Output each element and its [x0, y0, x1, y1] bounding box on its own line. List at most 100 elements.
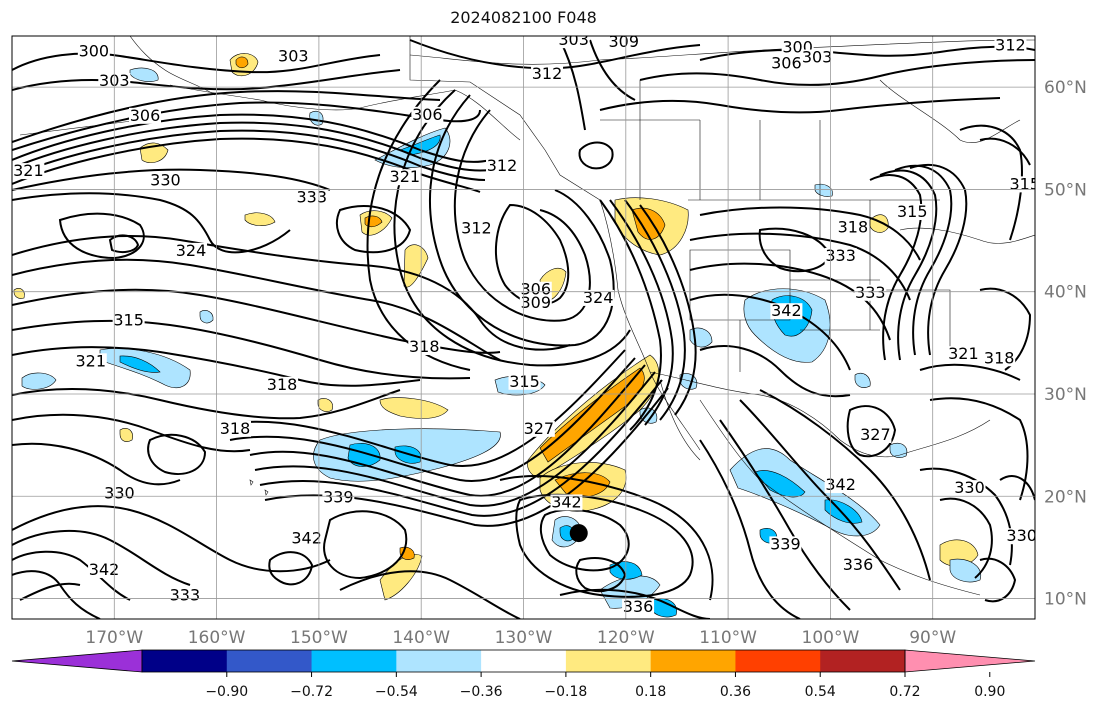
shade-negative — [854, 372, 871, 388]
contour-label: 330 — [1006, 526, 1037, 545]
contour-label-bg — [508, 373, 541, 390]
contour-label-bg — [103, 485, 136, 502]
contour-line — [939, 497, 993, 579]
contour-line — [12, 413, 251, 453]
contour-label-bg — [769, 536, 802, 553]
colorbar-segment — [735, 650, 821, 672]
contour-line — [599, 199, 662, 431]
colorbar-outline — [141, 649, 906, 673]
contour-line — [699, 206, 921, 261]
contour-label-bg — [622, 598, 655, 615]
contour-label: 327 — [524, 419, 555, 438]
us-mexico-border — [649, 371, 841, 441]
contour-line — [12, 530, 191, 586]
contour-line — [494, 203, 570, 306]
colorbar-tick-label: 0.90 — [974, 684, 1005, 700]
contour-label: 312 — [487, 156, 518, 175]
shade-negative — [949, 558, 982, 583]
shade-positive — [939, 539, 979, 567]
contour-line — [846, 405, 897, 458]
contour-line — [259, 379, 663, 517]
contour-line — [689, 232, 911, 301]
contour-label: 318 — [220, 419, 251, 438]
contour-label-bg — [266, 376, 299, 393]
contour-label-bg — [149, 172, 182, 189]
colorbar-segment — [565, 650, 652, 672]
contour-line — [12, 442, 181, 486]
lon-tick-label: 110°W — [699, 628, 757, 648]
colorbar-tick-label: 0.36 — [720, 684, 751, 700]
contour-label: 333 — [855, 283, 886, 302]
contour-line — [453, 109, 591, 322]
contour-label-bg — [408, 339, 441, 356]
contour-line — [12, 388, 401, 420]
contour-line — [339, 570, 521, 619]
contour-label-bg — [824, 247, 857, 264]
contour-line — [919, 363, 1021, 381]
contour-line — [323, 510, 408, 580]
contour-label: 312 — [532, 64, 563, 83]
colorbar-extend-low — [11, 649, 143, 673]
contour-label-bg — [12, 163, 45, 180]
contour-label-bg — [896, 203, 929, 220]
contour-line — [539, 508, 630, 572]
contour-label: 330 — [150, 170, 181, 189]
contour-label: 303 — [558, 30, 589, 49]
contour-label: 333 — [296, 188, 327, 207]
contour-label-bg — [582, 289, 615, 306]
contour-label: 339 — [323, 487, 354, 506]
contour-label-bg — [607, 36, 640, 51]
shade-positive — [235, 56, 249, 69]
contour-line — [699, 439, 801, 619]
great-lakes — [899, 227, 1035, 244]
contour-label-bg — [168, 587, 201, 604]
contour-label: 306 — [412, 105, 443, 124]
shade-positive — [379, 397, 449, 419]
colorbar-tick-label: 0.72 — [889, 684, 920, 700]
contour-label: 324 — [583, 288, 614, 307]
contour-line — [12, 192, 291, 254]
colorbar-segment — [396, 650, 482, 672]
contour-line — [12, 137, 481, 193]
contour-label-bg — [77, 43, 110, 60]
contour-line — [12, 90, 441, 143]
contour-label-bg — [290, 530, 323, 547]
contour-line — [869, 174, 923, 361]
contour-line — [393, 89, 631, 367]
contour-line — [559, 39, 586, 131]
colorbar-tick-label: −0.90 — [205, 684, 248, 700]
contour-line — [609, 199, 674, 426]
lat-tick-label: 50°N — [1044, 180, 1087, 200]
lat-tick-label: 20°N — [1044, 487, 1087, 507]
lat-tick-label: 40°N — [1044, 283, 1087, 303]
contour-label-bg — [74, 353, 107, 370]
contour-line — [12, 346, 421, 387]
contour-line — [499, 475, 714, 601]
colorbar-tick-label: 0.18 — [635, 684, 666, 700]
lon-tick-label: 140°W — [392, 628, 450, 648]
shade-negative — [129, 67, 159, 82]
contour-label: 342 — [89, 560, 120, 579]
contour-label: 312 — [461, 218, 492, 237]
colorbar-segment — [226, 650, 313, 672]
contour-line — [639, 59, 1035, 86]
contour-line — [739, 399, 901, 591]
contour-label: 306 — [771, 54, 802, 73]
contour-line — [268, 551, 314, 586]
contour-label-bg — [770, 303, 803, 320]
baja-coast — [659, 379, 761, 481]
contour-label: 315 — [113, 310, 144, 329]
contour-label-bg — [219, 420, 252, 437]
contour-line — [999, 475, 1035, 501]
contour-label-bg — [824, 477, 857, 494]
lon-tick-label: 120°W — [597, 628, 655, 648]
contour-line — [759, 389, 931, 581]
contour-label-bg — [801, 49, 834, 66]
contour-line — [689, 262, 891, 341]
contour-label-bg — [770, 55, 803, 72]
contour-label-bg — [859, 426, 892, 443]
contour-label-bg — [522, 420, 555, 437]
canada-provinces — [600, 80, 821, 200]
contour-label-bg — [947, 346, 980, 363]
contour-label-bg — [1005, 528, 1035, 545]
